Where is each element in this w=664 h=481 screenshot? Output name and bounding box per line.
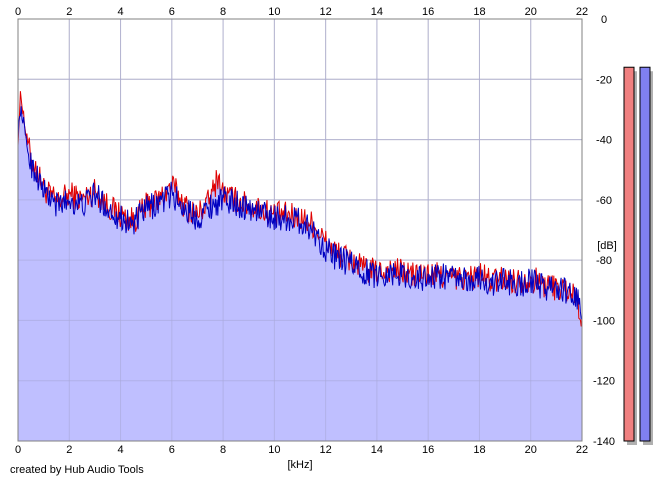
x-tick-label-top: 4 <box>117 6 123 18</box>
x-tick-label-bottom: 0 <box>15 444 21 456</box>
x-axis-label: [kHz] <box>287 459 312 471</box>
y-tick-label: -20 <box>596 74 612 86</box>
x-tick-label-top: 14 <box>371 6 383 18</box>
x-tick-label-top: 2 <box>66 6 72 18</box>
x-tick-label-top: 20 <box>525 6 537 18</box>
level-meter-1 <box>623 66 635 442</box>
credit-text: created by Hub Audio Tools <box>10 464 144 476</box>
y-tick-label: -80 <box>596 255 612 267</box>
y-tick-label: -60 <box>596 195 612 207</box>
x-tick-label-top: 16 <box>422 6 434 18</box>
x-tick-label-top: 0 <box>15 6 21 18</box>
y-tick-label: -120 <box>593 376 615 388</box>
level-meter-2 <box>639 66 651 442</box>
y-tick-label: 0 <box>601 14 607 26</box>
series-line-2 <box>17 106 582 320</box>
x-tick-label-bottom: 16 <box>422 444 434 456</box>
x-tick-label-bottom: 8 <box>220 444 226 456</box>
x-tick-label-bottom: 10 <box>268 444 280 456</box>
level-meters <box>623 66 653 445</box>
x-tick-label-bottom: 4 <box>117 444 123 456</box>
x-tick-label-bottom: 18 <box>473 444 485 456</box>
x-tick-label-top: 18 <box>473 6 485 18</box>
spectrum-area <box>17 18 583 442</box>
spectrum-fill <box>18 91 582 441</box>
y-tick-label: -40 <box>596 135 612 147</box>
x-tick-label-top: 22 <box>576 6 588 18</box>
series-lines <box>17 91 583 327</box>
x-tick-label-bottom: 22 <box>576 444 588 456</box>
x-tick-label-top: 8 <box>220 6 226 18</box>
x-tick-label-bottom: 6 <box>169 444 175 456</box>
y-tick-label: -100 <box>593 315 615 327</box>
y-tick-label: -140 <box>593 436 615 448</box>
x-tick-label-bottom: 20 <box>525 444 537 456</box>
y-tick-labels: 0 -20 -40 -60 -80 -100 -120 -140 <box>593 14 615 448</box>
x-tick-label-top: 10 <box>268 6 280 18</box>
x-tick-label-bottom: 14 <box>371 444 383 456</box>
plot-frame <box>17 18 583 442</box>
x-tick-label-top: 6 <box>169 6 175 18</box>
y-axis-label: [dB] <box>597 240 617 252</box>
x-tick-label-bottom: 2 <box>66 444 72 456</box>
x-tick-label-bottom: 12 <box>320 444 332 456</box>
x-tick-label-top: 12 <box>320 6 332 18</box>
